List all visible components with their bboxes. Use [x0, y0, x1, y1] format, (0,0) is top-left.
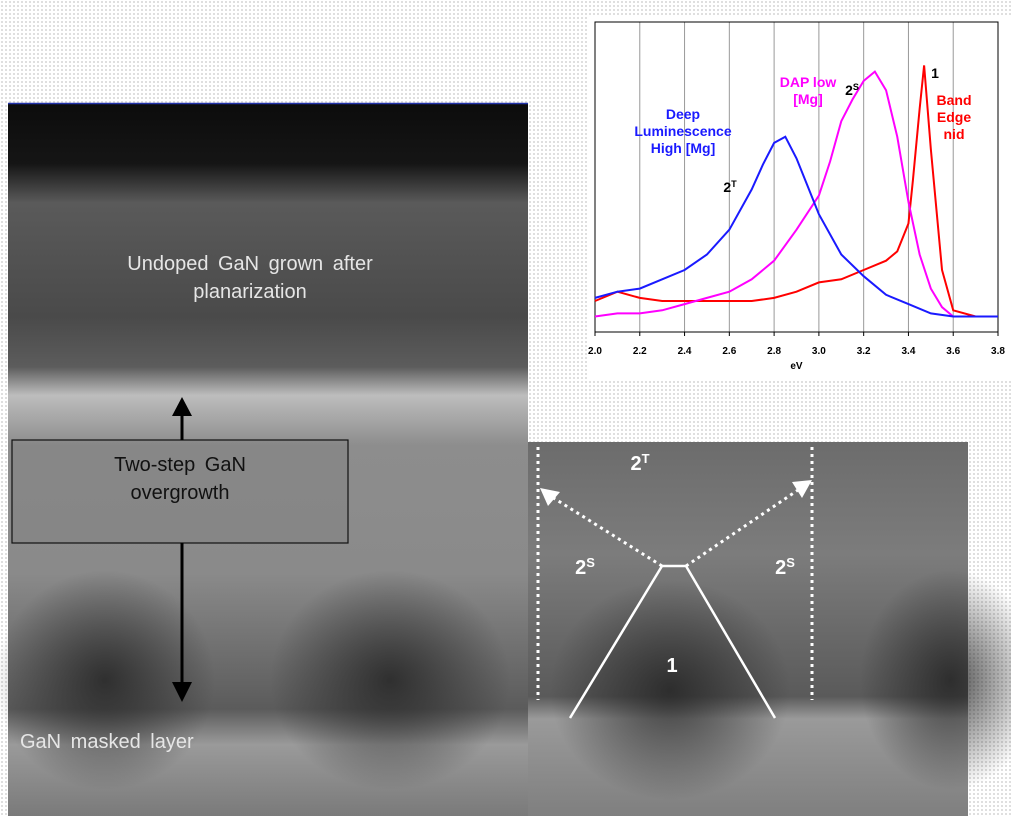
x-tick-label: 2.6: [722, 346, 736, 357]
x-tick-label: 3.8: [991, 346, 1005, 357]
label-sup: S: [853, 82, 859, 92]
label-base: 1: [666, 655, 677, 677]
legend-label: Deep Luminescence High [Mg]: [628, 106, 738, 157]
label-base: 2: [775, 557, 786, 579]
label-sup: S: [786, 555, 795, 570]
x-tick-label: 2.4: [678, 346, 692, 357]
legend-label: DAP low [Mg]: [775, 74, 841, 108]
region-label: 1: [931, 65, 939, 81]
label-base: 2: [723, 179, 731, 195]
label-base: 2: [630, 453, 641, 475]
x-tick-label: 3.6: [946, 346, 960, 357]
x-tick-label: 3.2: [857, 346, 871, 357]
region-label: 1: [666, 655, 677, 677]
label-base: 1: [931, 65, 939, 81]
image-label: GaN masked layer: [20, 728, 320, 756]
label-sup: T: [642, 451, 650, 466]
legend-label: Band Edge nid: [928, 92, 980, 143]
label-sup: S: [586, 555, 595, 570]
x-tick-label: 3.4: [901, 346, 915, 357]
x-tick-label: 2.2: [633, 346, 647, 357]
dome: [270, 570, 510, 790]
figure: 2.02.22.42.62.83.03.23.43.63.8eV2T2S1 2T…: [0, 0, 1011, 816]
label-base: 2: [575, 557, 586, 579]
label-sup: T: [731, 179, 737, 189]
x-tick-label: 3.0: [812, 346, 826, 357]
x-tick-label: 2.8: [767, 346, 781, 357]
x-axis-label: eV: [790, 361, 803, 372]
chart-background: [588, 15, 1011, 380]
x-tick-label: 2.0: [588, 346, 602, 357]
figure-graphics: 2.02.22.42.62.83.03.23.43.63.8eV2T2S1 2T…: [0, 0, 1011, 816]
image-label: Undoped GaN grown after planarization: [70, 250, 430, 306]
label-base: 2: [845, 82, 853, 98]
image-label: Two-step GaN overgrowth: [60, 451, 300, 507]
